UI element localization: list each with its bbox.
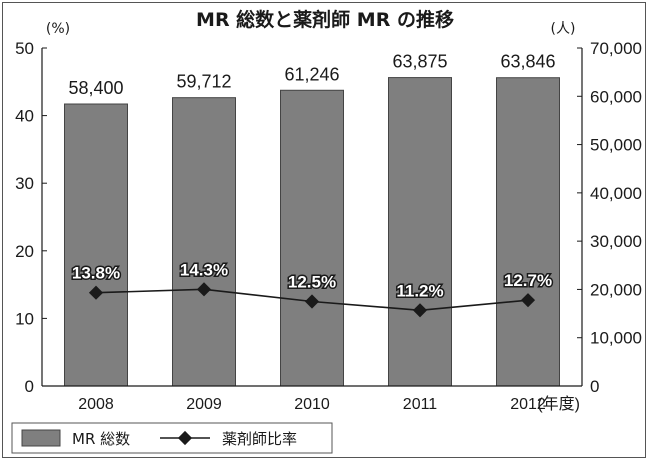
bar-value-label-2008: 58,400	[68, 78, 123, 98]
x-tick-label-2012: 2012	[510, 396, 546, 413]
left-tick-label-50: 50	[15, 39, 34, 58]
legend-bar-label: MR 総数	[72, 430, 130, 448]
right-tick-label-50,000: 50,000	[590, 136, 642, 155]
bar-value-label-2010: 61,246	[284, 64, 339, 84]
left-tick-label-0: 0	[25, 377, 34, 396]
ratio-point-2010	[304, 294, 320, 309]
ratio-point-2012	[520, 293, 536, 308]
right-tick-label-60,000: 60,000	[590, 87, 642, 106]
left-tick-label-10: 10	[15, 309, 34, 328]
ratio-label-2011: 11.2%	[396, 281, 443, 300]
right-tick-label-70,000: 70,000	[590, 39, 642, 58]
line-layer	[88, 282, 536, 318]
bar-value-label-2009: 59,712	[176, 72, 231, 92]
bars-layer	[64, 77, 560, 387]
x-tick-label-2010: 2010	[294, 396, 330, 413]
legend-line-label: 薬剤師比率	[222, 430, 297, 448]
left-tick-label-40: 40	[15, 107, 34, 126]
right-tick-label-40,000: 40,000	[590, 184, 642, 203]
right-axis-unit: (人)	[551, 21, 576, 37]
left-tick-label-20: 20	[15, 242, 34, 261]
right-tick-label-30,000: 30,000	[590, 232, 642, 251]
ratio-point-2011	[412, 303, 428, 318]
ratio-point-2009	[196, 282, 212, 297]
bar-2012	[496, 77, 560, 387]
bar-2010	[280, 89, 344, 387]
legend-line-marker	[177, 430, 193, 446]
bar-value-label-2012: 63,846	[500, 52, 555, 72]
left-axis-unit: (%)	[46, 21, 70, 37]
bar-2011	[388, 77, 452, 387]
legend-bar-swatch	[21, 429, 61, 447]
ratio-label-2009: 14.3%	[180, 260, 228, 279]
bar-2009	[172, 97, 236, 387]
ratio-label-2012: 12.7%	[504, 271, 552, 290]
labels-layer: 58,400 2008 59,712 2009 61,246 2010 63,875 2011…	[68, 52, 555, 413]
x-tick-label-2009: 2009	[186, 396, 222, 413]
chart-title: MR 総数と薬剤師 MR の推移	[196, 8, 454, 31]
ratio-label-2010: 12.5%	[288, 273, 336, 292]
right-tick-label-0: 0	[590, 377, 599, 396]
legend: MR 総数 薬剤師比率	[11, 422, 333, 454]
ratio-point-2008	[88, 285, 104, 300]
x-tick-label-2008: 2008	[78, 396, 114, 413]
x-tick-label-2011: 2011	[403, 396, 438, 413]
x-axis-unit: (年度)	[537, 395, 580, 413]
left-tick-label-30: 30	[15, 174, 34, 193]
axes-layer: 0 10 20 30 40 50 0 10,000 20,000 30,000 40,000 50,0…	[15, 39, 642, 396]
ratio-label-2008: 13.8%	[72, 264, 120, 283]
right-tick-label-20,000: 20,000	[590, 280, 642, 299]
bar-value-label-2011: 63,875	[392, 52, 447, 72]
right-tick-label-10,000: 10,000	[590, 329, 642, 348]
bar-2008	[64, 103, 128, 387]
